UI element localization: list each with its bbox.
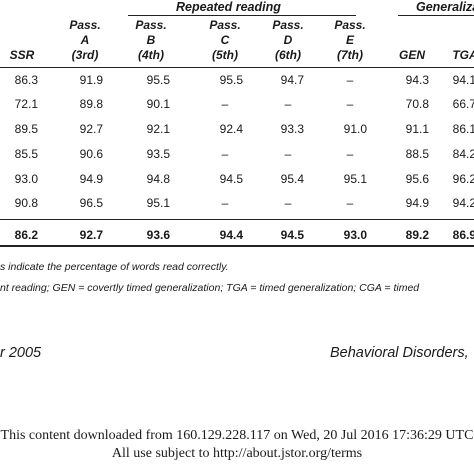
table-cell-pass-a: 94.9	[79, 172, 103, 186]
total-rule	[0, 219, 474, 220]
column-header-line: B	[146, 33, 156, 47]
table-cell-pass-c: 92.4	[219, 122, 243, 136]
table-cell-tga: 86.9	[452, 228, 474, 242]
table-cell-ssr: 72.1	[14, 97, 38, 111]
table-cell-pass-c: –	[221, 147, 229, 161]
column-header-line: TGA	[452, 48, 474, 62]
table-cell-pass-e: –	[346, 73, 354, 87]
column-header-pass-e: Pass. E (7th)	[320, 18, 380, 63]
table-cell-ssr: 93.0	[14, 172, 38, 186]
table-cell-pass-d: –	[284, 147, 292, 161]
footer-date: r 2005	[0, 345, 42, 361]
column-header-gen: GEN	[382, 48, 442, 63]
table-cell-pass-e: –	[346, 97, 354, 111]
table-cell-pass-b: 95.1	[146, 196, 170, 210]
table-cell-tga: 94.1	[452, 73, 474, 87]
column-header-line: Pass.	[334, 18, 366, 32]
column-header-pass-b: Pass. B (4th)	[121, 18, 181, 63]
table-cell-pass-d: 94.5	[280, 228, 304, 242]
column-header-line: GEN	[398, 48, 425, 62]
table-cell-pass-d: 94.7	[280, 73, 304, 87]
table-note: s indicate the percentage of words read …	[0, 261, 229, 273]
table-cell-pass-c: 94.4	[219, 228, 243, 242]
jstor-terms-notice: All use subject to http://about.jstor.or…	[111, 446, 363, 461]
table-cell-ssr: 89.5	[14, 122, 38, 136]
table-cell-gen: 88.5	[405, 147, 429, 161]
column-header-line: C	[220, 33, 230, 47]
table-cell-pass-b: 94.8	[146, 172, 170, 186]
table-cell-pass-d: 95.4	[280, 172, 304, 186]
group-header-underline	[398, 15, 474, 16]
table-cell-pass-b: 90.1	[146, 97, 170, 111]
table-cell-pass-b: 92.1	[146, 122, 170, 136]
table-cell-pass-a: 96.5	[79, 196, 103, 210]
table-cell-tga: 86.1	[452, 122, 474, 136]
jstor-download-notice: This content downloaded from 160.129.228…	[0, 428, 474, 443]
column-header-line: Pass.	[209, 18, 241, 32]
column-header-ssr: SSR	[0, 48, 52, 63]
table-cell-gen: 95.6	[405, 172, 429, 186]
column-header-line: (3rd)	[71, 48, 99, 62]
column-header-line: SSR	[9, 48, 35, 62]
column-header-line: D	[283, 33, 293, 47]
table-cell-tga: 94.2	[452, 196, 474, 210]
column-header-tga: TGA	[435, 48, 474, 63]
table-cell-pass-c: 95.5	[219, 73, 243, 87]
table-bottom-rule	[0, 245, 474, 247]
table-cell-pass-c: 94.5	[219, 172, 243, 186]
group-header-generalization: Generalizati	[416, 0, 474, 14]
column-header-line: (5th)	[212, 48, 238, 62]
table-cell-pass-a: 91.9	[79, 73, 103, 87]
table-cell-pass-a: 89.8	[79, 97, 103, 111]
table-cell-ssr: 85.5	[14, 147, 38, 161]
table-cell-pass-c: –	[221, 196, 229, 210]
table-cell-tga: 66.7	[452, 97, 474, 111]
table-cell-pass-e: 93.0	[343, 228, 367, 242]
column-header-pass-c: Pass. C (5th)	[195, 18, 255, 63]
table-cell-pass-e: –	[346, 147, 354, 161]
table-cell-gen: 89.2	[405, 228, 429, 242]
table-cell-gen: 70.8	[405, 97, 429, 111]
column-header-line: (4th)	[138, 48, 164, 62]
table-cell-ssr: 90.8	[14, 196, 38, 210]
table-cell-pass-e: 91.0	[343, 122, 367, 136]
table-cell-tga: 96.2	[452, 172, 474, 186]
table-cell-gen: 91.1	[405, 122, 429, 136]
table-cell-tga: 84.2	[452, 147, 474, 161]
column-header-line: Pass.	[272, 18, 304, 32]
table-cell-pass-c: –	[221, 97, 229, 111]
table-cell-pass-e: –	[346, 196, 354, 210]
column-header-pass-a: Pass. A (3rd)	[55, 18, 115, 63]
column-header-line: Pass.	[135, 18, 167, 32]
table-cell-ssr: 86.2	[14, 228, 38, 242]
header-rule	[0, 67, 474, 68]
column-header-line: (7th)	[337, 48, 363, 62]
table-cell-gen: 94.3	[405, 73, 429, 87]
column-header-line: (6th)	[275, 48, 301, 62]
column-header-line: A	[80, 33, 90, 47]
table-cell-pass-d: –	[284, 196, 292, 210]
table-cell-pass-e: 95.1	[343, 172, 367, 186]
table-cell-pass-d: –	[284, 97, 292, 111]
table-cell-pass-a: 90.6	[79, 147, 103, 161]
group-header-repeated-reading: Repeated reading	[176, 0, 281, 14]
table-note-abbreviations: nt reading; GEN = covertly timed general…	[0, 282, 420, 294]
column-header-line: E	[345, 33, 354, 47]
group-header-underline	[128, 15, 356, 16]
table-cell-pass-b: 95.5	[146, 73, 170, 87]
column-header-pass-d: Pass. D (6th)	[258, 18, 318, 63]
table-cell-ssr: 86.3	[14, 73, 38, 87]
table-cell-pass-b: 93.5	[146, 147, 170, 161]
table-cell-pass-a: 92.7	[79, 228, 103, 242]
table-cell-pass-b: 93.6	[146, 228, 170, 242]
column-header-line: Pass.	[69, 18, 101, 32]
table-cell-gen: 94.9	[405, 196, 429, 210]
table-cell-pass-a: 92.7	[79, 122, 103, 136]
footer-journal: Behavioral Disorders,	[330, 345, 469, 361]
table-cell-pass-d: 93.3	[280, 122, 304, 136]
